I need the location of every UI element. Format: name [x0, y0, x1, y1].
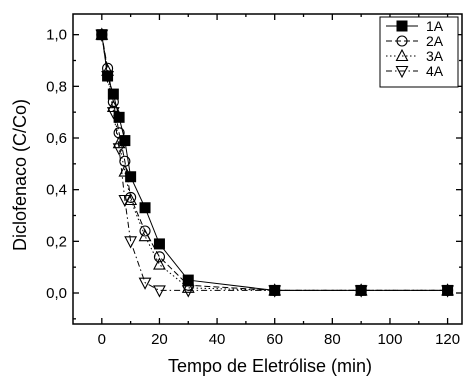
plot-area-border — [72, 13, 463, 325]
y-tick-label: 0,4 — [46, 182, 67, 199]
data-point-4A — [354, 285, 368, 298]
x-tick-label: 40 — [209, 331, 226, 348]
data-point-4A — [441, 285, 455, 298]
y-tick-label: 0,8 — [46, 78, 67, 95]
data-point-2A — [153, 251, 165, 263]
legend-label: 4A — [426, 63, 444, 79]
y-axis-title: Diclofenaco (C/Co) — [10, 99, 30, 251]
data-point-4A — [101, 70, 114, 84]
y-tick-label: 0,2 — [46, 233, 67, 250]
y-tick-label: 0,6 — [46, 130, 67, 147]
legend-item-1A: 1A — [386, 18, 444, 34]
x-tick-label: 120 — [435, 331, 460, 348]
data-point-3A — [441, 283, 455, 296]
legend-label: 3A — [426, 48, 444, 64]
x-tick-label: 60 — [266, 331, 283, 348]
legend-label: 1A — [426, 18, 444, 34]
data-point-3A — [112, 135, 126, 149]
data-point-1A — [139, 202, 151, 214]
data-point-2A — [125, 191, 137, 203]
data-point-4A — [268, 285, 282, 298]
legend-item-4A: 4A — [386, 63, 444, 79]
legend-item-2A: 2A — [386, 33, 444, 49]
data-point-3A — [138, 228, 152, 242]
x-tick-label: 20 — [151, 331, 168, 348]
data-point-3A — [268, 283, 282, 296]
series-4A — [95, 29, 455, 298]
y-tick-label: 0,0 — [46, 285, 67, 302]
legend-box — [379, 16, 459, 88]
data-point-2A — [102, 62, 114, 74]
data-point-4A — [124, 236, 138, 249]
data-point-1A — [119, 135, 131, 147]
legend-marker — [395, 48, 409, 62]
data-point-4A — [153, 285, 166, 298]
x-axis-ticks: 0 20 40 60 80 100 120 — [98, 14, 460, 348]
data-point-2A — [139, 225, 151, 237]
data-point-3A — [181, 280, 195, 293]
data-point-4A — [112, 143, 126, 156]
data-point-1A — [153, 238, 165, 250]
series-line-4A — [101, 34, 448, 291]
data-point-3A — [153, 257, 166, 270]
x-axis-title: Tempo de Eletrólise (min) — [168, 356, 372, 376]
series-line-3A — [101, 34, 448, 291]
legend-item-3A: 3A — [386, 48, 444, 64]
data-point-3A — [354, 283, 368, 296]
legend-marker — [395, 65, 409, 79]
data-point-4A — [106, 107, 120, 120]
legend-marker — [396, 35, 408, 47]
data-point-3A — [95, 27, 109, 40]
legend-marker — [396, 20, 408, 32]
legend-label: 2A — [426, 33, 444, 49]
y-axis-ticks: 0,0 0,2 0,4 0,6 0,8 1,0 — [46, 27, 462, 320]
data-point-3A — [118, 164, 132, 177]
plot-frame — [72, 13, 463, 325]
data-point-4A — [95, 29, 109, 42]
series-3A — [95, 27, 455, 296]
data-point-4A — [181, 285, 195, 298]
series-layer — [95, 27, 455, 298]
data-point-4A — [138, 277, 152, 290]
data-point-4A — [118, 194, 132, 208]
y-tick-label: 1,0 — [46, 27, 67, 44]
x-tick-label: 80 — [324, 331, 341, 348]
x-tick-label: 100 — [377, 331, 402, 348]
x-tick-label: 0 — [98, 331, 106, 348]
